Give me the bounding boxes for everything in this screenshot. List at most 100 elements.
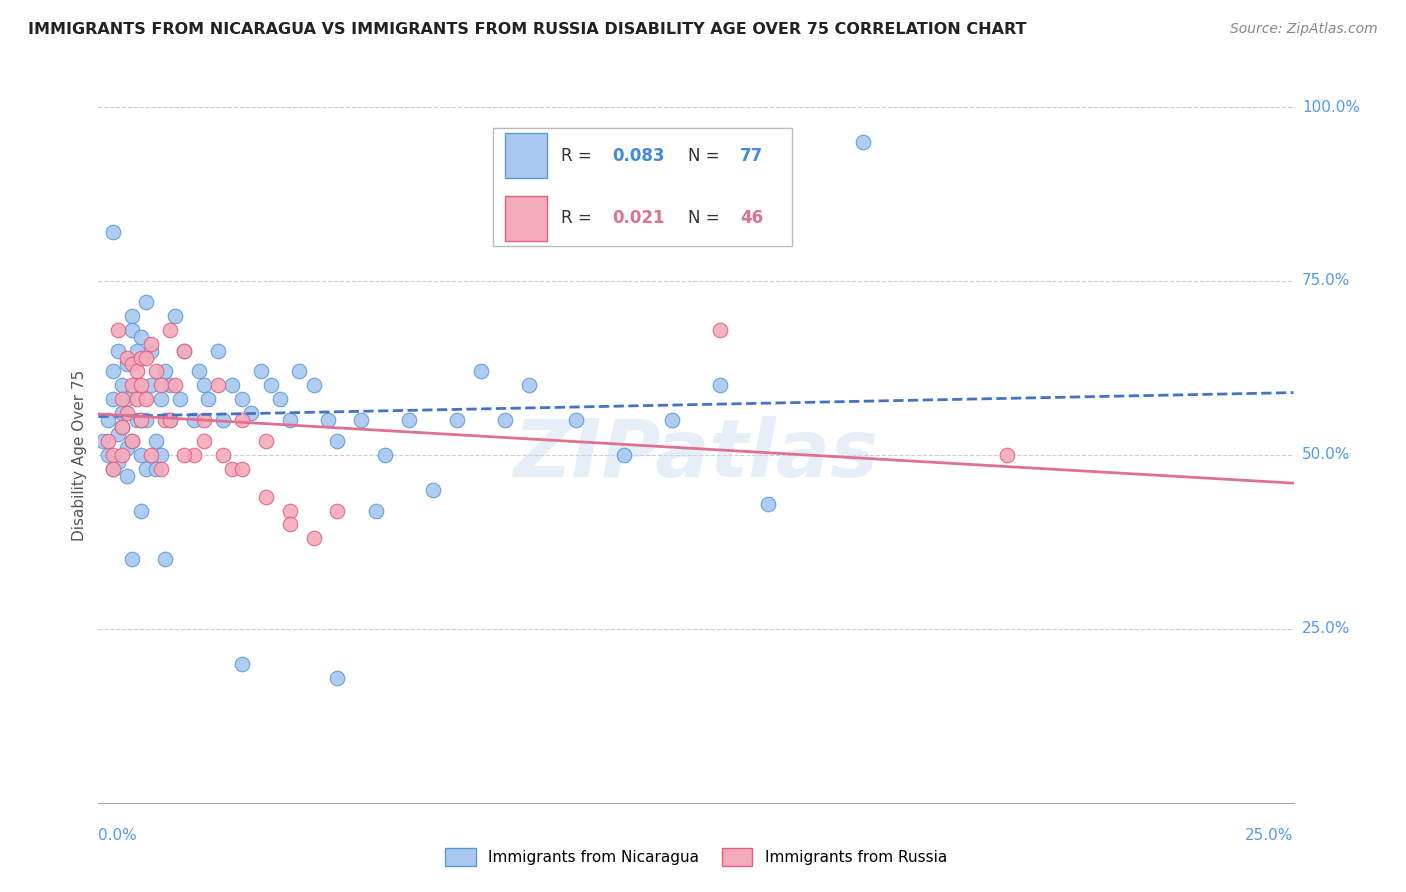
Point: [183, 413, 205, 427]
Text: R =: R =: [561, 210, 598, 227]
Point: [121, 323, 143, 337]
Point: [97, 448, 120, 462]
Point: [231, 462, 253, 476]
Point: [115, 351, 138, 365]
Point: [131, 351, 153, 365]
Point: [131, 329, 153, 343]
Point: [125, 392, 148, 407]
Point: [852, 135, 875, 149]
Text: Source: ZipAtlas.com: Source: ZipAtlas.com: [1230, 22, 1378, 37]
Text: 0.0%: 0.0%: [98, 828, 138, 843]
Point: [326, 671, 349, 685]
Point: [145, 364, 167, 378]
Point: [288, 364, 311, 378]
Text: 25.0%: 25.0%: [1246, 828, 1294, 843]
Point: [101, 225, 124, 239]
Point: [131, 413, 153, 427]
Point: [613, 448, 636, 462]
Point: [121, 358, 143, 372]
Point: [149, 462, 172, 476]
Point: [101, 392, 124, 407]
Point: [302, 378, 325, 392]
Text: 100.0%: 100.0%: [1302, 100, 1360, 114]
Point: [115, 392, 138, 407]
Point: [316, 413, 339, 427]
Point: [121, 309, 143, 323]
Point: [173, 448, 195, 462]
Text: 50.0%: 50.0%: [1302, 448, 1350, 462]
Point: [446, 413, 468, 427]
Point: [139, 448, 162, 462]
Point: [107, 323, 129, 337]
Point: [91, 434, 114, 448]
Point: [159, 413, 181, 427]
Point: [231, 392, 253, 407]
Bar: [505, 133, 547, 178]
Point: [101, 364, 124, 378]
Point: [187, 364, 209, 378]
Point: [494, 413, 516, 427]
Point: [155, 364, 177, 378]
Point: [115, 441, 138, 455]
Point: [193, 413, 215, 427]
Point: [278, 517, 301, 532]
Point: [173, 343, 195, 358]
Point: [145, 434, 167, 448]
Text: N =: N =: [688, 147, 724, 165]
Point: [97, 434, 120, 448]
Point: [422, 483, 444, 497]
Point: [159, 413, 181, 427]
Bar: [505, 195, 547, 241]
Point: [135, 351, 157, 365]
Text: 0.021: 0.021: [612, 210, 665, 227]
Point: [159, 323, 181, 337]
Point: [173, 343, 195, 358]
Text: N =: N =: [688, 210, 724, 227]
Point: [207, 343, 229, 358]
Text: 0.083: 0.083: [612, 147, 665, 165]
Point: [197, 392, 219, 407]
Point: [101, 462, 124, 476]
Point: [756, 497, 779, 511]
Point: [159, 378, 181, 392]
Point: [131, 378, 153, 392]
Point: [995, 448, 1018, 462]
Point: [121, 434, 143, 448]
Point: [221, 462, 243, 476]
Point: [259, 378, 281, 392]
Point: [254, 490, 277, 504]
Point: [111, 406, 134, 420]
Text: R =: R =: [561, 147, 598, 165]
Text: ZIPatlas: ZIPatlas: [513, 416, 879, 494]
Point: [709, 378, 731, 392]
Text: 75.0%: 75.0%: [1302, 274, 1350, 288]
Legend: Immigrants from Nicaragua, Immigrants from Russia: Immigrants from Nicaragua, Immigrants fr…: [439, 842, 953, 871]
Point: [107, 343, 129, 358]
Point: [115, 406, 138, 420]
Point: [278, 413, 301, 427]
Point: [269, 392, 291, 407]
Point: [149, 378, 172, 392]
Point: [111, 448, 134, 462]
Point: [149, 448, 172, 462]
Point: [131, 413, 153, 427]
Point: [470, 364, 492, 378]
Point: [115, 358, 138, 372]
Point: [155, 413, 177, 427]
Point: [139, 336, 162, 351]
Point: [163, 309, 186, 323]
Point: [163, 378, 186, 392]
Text: 25.0%: 25.0%: [1302, 622, 1350, 636]
Point: [398, 413, 420, 427]
Point: [121, 434, 143, 448]
Point: [101, 448, 124, 462]
Point: [240, 406, 263, 420]
Point: [125, 364, 148, 378]
Point: [111, 392, 134, 407]
Point: [183, 448, 205, 462]
Point: [169, 392, 191, 407]
FancyBboxPatch shape: [494, 128, 792, 246]
Point: [111, 378, 134, 392]
Point: [135, 413, 157, 427]
Text: 46: 46: [740, 210, 763, 227]
